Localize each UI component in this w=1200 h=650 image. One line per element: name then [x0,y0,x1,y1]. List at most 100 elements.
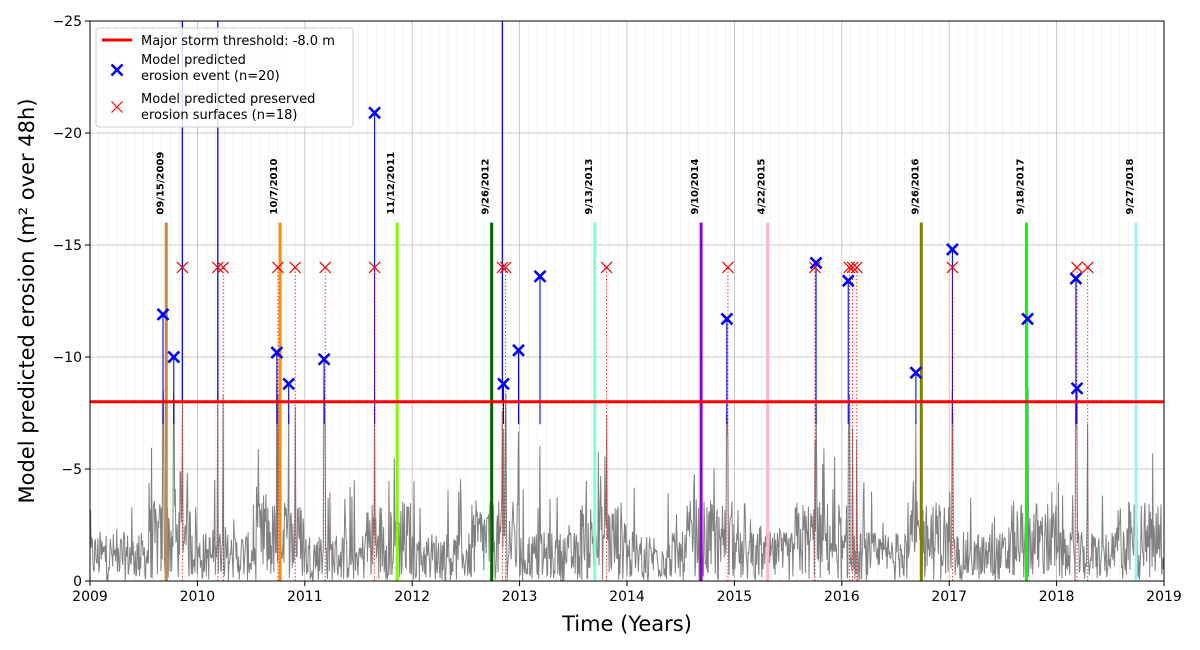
marker-stroke [156,308,170,321]
erosion-event-marker [282,377,296,391]
x-tick-label: 2013 [502,589,538,605]
marker-stroke [1069,272,1083,286]
erosion-event-marker [1069,272,1083,286]
erosion-event-marker [809,256,823,270]
y-axis-title: Model predicted erosion (m² over 48h) [15,98,39,503]
marker-stroke [211,261,224,274]
marker-stroke [946,243,959,256]
preserved-surface-marker [217,261,230,274]
preserved-surface-marker [600,261,613,274]
marker-stroke [1081,261,1094,274]
storm-date-label: 9/18/2017 [1016,159,1027,215]
preserved-surface-marker [946,261,959,274]
preserved-surface-marker [319,261,332,274]
marker-stroke [512,343,525,357]
legend-box [95,27,354,128]
marker-stroke [270,346,284,359]
marker-stroke [846,261,859,274]
marker-stroke [1021,312,1035,326]
marker-stroke [946,261,959,274]
erosion-event-marker [270,346,284,359]
y-tick-label: −25 [52,14,82,30]
marker-stroke [319,261,332,274]
marker-stroke [496,261,509,274]
preserved-surface-marker [722,261,734,274]
preserved-surface-marker [272,261,284,274]
background-erosion-series [89,380,1165,582]
x-tick-label: 2018 [1039,589,1075,605]
axis-ticks: 2009 2010 2011 2012 2013 2014 2015 2016 2017 2018… [52,14,1181,605]
marker-stroke [1070,381,1084,395]
erosion-event-marker [368,106,382,120]
x-tick-label: 2017 [931,589,967,605]
erosion-event-marker [720,312,734,326]
legend-marker-stroke [110,63,124,77]
erosion-event-marker [841,274,855,288]
erosion-event-marker [317,352,331,366]
legend-preserved-surface-label: erosion surfaces (n=18) [141,108,298,123]
marker-stroke [841,274,855,288]
x-tick-label: 2010 [180,589,216,605]
marker-stroke [167,350,181,364]
legend: Major storm threshold: -8.0 m Model predi… [95,27,354,128]
erosion-event-marker [533,269,547,283]
preserved-surface-marker [846,261,859,274]
marker-stroke [317,352,331,366]
x-tick-label: 2009 [72,589,108,605]
x-tick-label: 2016 [824,589,860,605]
marker-stroke [722,261,734,274]
x-tick-label: 2019 [1146,589,1182,605]
erosion-event-marker [1021,312,1035,326]
marker-stroke [176,261,189,274]
erosion-event-marker [167,350,181,364]
legend-preserved-surface-label: Model predicted preserved [141,92,315,107]
x-axis-title: Time (Years) [561,612,692,636]
storm-date-label: 10/7/2010 [269,159,280,215]
storm-date-label: 9/26/2012 [481,159,492,215]
storm-date-label: 9/10/2014 [690,159,701,215]
marker-stroke [1071,261,1083,274]
storm-date-label: 9/27/2018 [1125,159,1136,215]
x-tick-label: 2011 [287,589,323,605]
marker-stroke [368,106,382,120]
preserved-surface-marker [499,261,512,274]
y-tick-label: −10 [52,350,82,366]
preserved-surface-marker [289,261,302,274]
marker-stroke [272,261,284,274]
marker-stroke [720,312,734,326]
marker-stroke [850,261,863,274]
marker-stroke [368,261,381,274]
erosion-event-marker [909,366,923,380]
marker-stroke [289,261,302,274]
storm-date-label: 4/22/2015 [757,159,768,215]
storm-date-label: 9/13/2013 [584,159,595,215]
marker-stroke [499,261,512,274]
erosion-event-marker [156,308,170,321]
preserved-surface-marker [211,261,224,274]
marker-stroke [217,261,230,274]
legend-erosion-event-label: erosion event (n=20) [141,69,280,84]
storm-date-lines: 09/15/2009 10/7/2010 11/12/2011 9/26/2012 9/… [155,152,1138,581]
event-spikes [162,21,1089,581]
marker-stroke [600,261,613,274]
storm-date-label: 9/26/2016 [910,159,921,215]
marker-stroke [909,366,923,380]
background-series-line [89,380,1165,582]
marker-stroke [282,377,296,391]
preserved-surface-marker [368,261,381,274]
marker-stroke [809,256,823,270]
marker-stroke [533,269,547,283]
y-tick-label: 0 [73,574,82,590]
legend-erosion-event-label: Model predicted [141,53,246,68]
preserved-surface-marker [1081,261,1094,274]
erosion-event-marker [946,243,959,256]
storm-date-label: 09/15/2009 [155,152,166,215]
x-tick-label: 2015 [717,589,753,605]
storm-date-label: 11/12/2011 [386,152,397,215]
x-tick-label: 2012 [394,589,430,605]
preserved-surface-marker [496,261,509,274]
event-markers [156,106,1094,395]
y-tick-label: −15 [52,238,82,254]
legend-threshold-label: Major storm threshold: -8.0 m [141,34,335,49]
